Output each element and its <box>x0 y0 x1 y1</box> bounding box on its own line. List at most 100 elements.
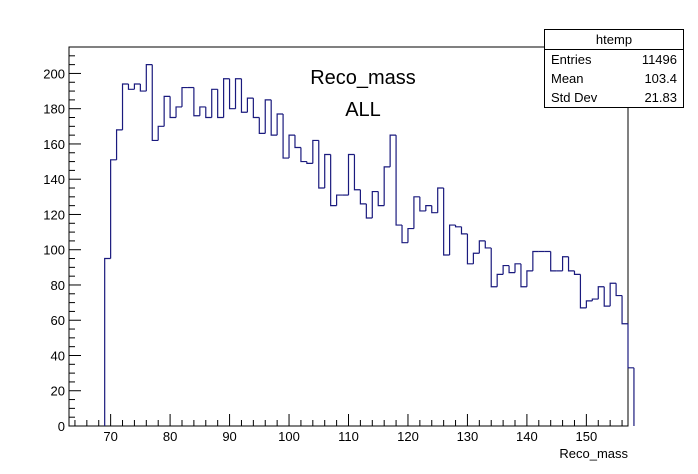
histogram-bin <box>211 88 218 118</box>
x-tick-label: 110 <box>338 429 359 444</box>
stats-row-entries: Entries 11496 <box>545 50 683 69</box>
y-tick-label: 160 <box>43 137 65 152</box>
histogram-bin <box>514 263 521 273</box>
chart-title-line-1: Reco_mass <box>310 67 416 89</box>
histogram-bin <box>526 270 533 287</box>
histogram-bins <box>104 64 635 426</box>
histogram-bin <box>306 161 313 164</box>
histogram-bin <box>496 273 504 287</box>
histogram-bin <box>324 153 331 189</box>
histogram-bin <box>377 191 385 207</box>
y-tick-label: 140 <box>43 172 65 187</box>
histogram-bin <box>597 286 605 300</box>
histogram-bin <box>472 252 480 264</box>
y-tick-label: 40 <box>51 348 65 363</box>
histogram-bin <box>330 154 337 207</box>
histogram-bin <box>508 265 516 274</box>
histogram-bin <box>407 227 414 243</box>
histogram-bin <box>532 250 539 271</box>
histogram-bin <box>561 256 569 271</box>
histogram-bin <box>228 78 236 110</box>
histogram-bin <box>365 203 373 219</box>
histogram-bin <box>567 256 575 272</box>
histogram-bin <box>585 300 593 308</box>
histogram-bin <box>621 295 628 325</box>
histogram-bin <box>181 86 188 107</box>
histogram-bin <box>282 113 290 159</box>
histogram-bin <box>413 196 420 229</box>
histogram-bin <box>110 159 117 259</box>
y-tick-label: 120 <box>43 207 65 222</box>
histogram-bin <box>478 240 486 254</box>
histogram-bin <box>246 97 254 113</box>
y-tick-label: 100 <box>43 243 65 258</box>
y-tick-label: 80 <box>51 278 65 293</box>
x-tick-label: 70 <box>103 429 117 444</box>
y-tick-label: 20 <box>51 384 65 399</box>
histogram-bin <box>591 298 599 301</box>
histogram-bin <box>460 226 468 235</box>
stats-value-mean: 103.4 <box>644 71 677 86</box>
histogram-bin <box>520 263 527 288</box>
histogram-bin <box>603 286 611 307</box>
histogram-bin <box>163 95 171 127</box>
histogram-bin <box>115 129 123 160</box>
histogram-bin <box>264 99 272 134</box>
histogram-bin <box>401 225 408 244</box>
y-axis-ticks: 0 20 40 60 80 100 120 140 160 180 200 <box>43 46 81 434</box>
x-tick-label: 100 <box>278 429 300 444</box>
x-tick-label: 80 <box>163 429 177 444</box>
histogram-bin <box>240 78 248 113</box>
histogram-bin <box>454 225 462 228</box>
histogram-bin <box>139 84 147 92</box>
histogram-bin <box>627 323 634 369</box>
histogram-bin <box>258 117 266 134</box>
histogram-bin <box>294 135 301 149</box>
histogram-bin <box>157 125 165 141</box>
histogram-bin <box>270 99 278 136</box>
histogram-bin <box>395 135 403 226</box>
histogram-bin <box>276 113 284 136</box>
histogram-bin <box>425 205 432 211</box>
histogram-bin <box>502 264 510 275</box>
histogram-bin <box>336 194 343 206</box>
histogram-bin <box>252 98 260 119</box>
x-axis-ticks: 70 80 90 100 110 120 130 140 150 <box>74 414 623 444</box>
histogram-bin <box>169 96 177 119</box>
histogram-bin <box>318 140 325 189</box>
x-tick-label: 150 <box>576 429 598 444</box>
histogram-bin <box>383 166 391 206</box>
stats-row-mean: Mean 103.4 <box>545 69 683 88</box>
histogram-bin <box>151 64 159 142</box>
histogram-bin <box>104 257 111 426</box>
stats-label-mean: Mean <box>551 71 584 86</box>
histogram-bin <box>217 89 224 119</box>
histogram-bin <box>389 134 397 167</box>
histogram-bin <box>145 64 153 92</box>
histogram-bin <box>288 134 295 159</box>
histogram-bin <box>490 247 498 288</box>
histogram-bin <box>353 154 361 191</box>
x-tick-label: 140 <box>516 429 538 444</box>
histogram-bin <box>431 205 438 214</box>
stats-row-stddev: Std Dev 21.83 <box>545 88 683 107</box>
histogram-bin <box>199 106 206 116</box>
x-axis-label: Reco_mass <box>559 446 628 461</box>
y-tick-label: 200 <box>43 66 65 81</box>
histogram-bin <box>484 240 492 249</box>
stats-title: htemp <box>545 30 683 50</box>
histogram-bin <box>615 283 623 297</box>
histogram-bin <box>234 78 242 109</box>
stats-value-entries: 11496 <box>641 52 677 67</box>
histogram-bin <box>205 106 212 119</box>
histogram-bin <box>466 233 474 265</box>
histogram-bin <box>573 270 581 275</box>
histogram-bin <box>579 274 587 309</box>
histogram-bin <box>133 83 141 90</box>
histogram-bin <box>437 187 444 213</box>
stats-label-entries: Entries <box>551 52 592 67</box>
chart-title-line-2: ALL <box>345 99 381 121</box>
x-tick-label: 130 <box>457 429 479 444</box>
y-tick-label: 60 <box>51 313 65 328</box>
